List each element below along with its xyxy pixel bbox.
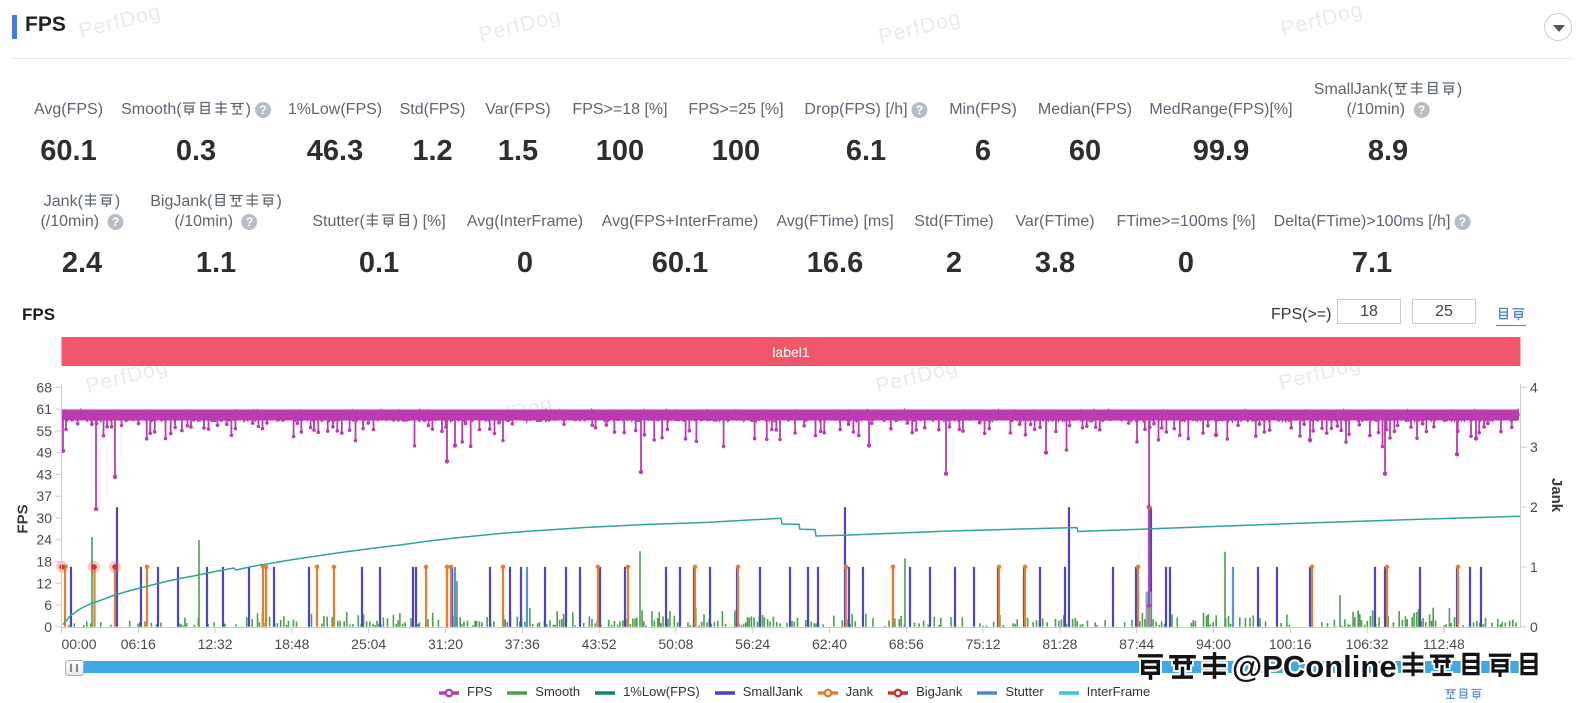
- svg-text:18: 18: [36, 554, 52, 570]
- svg-text:94:00: 94:00: [1196, 636, 1231, 652]
- svg-text:75:12: 75:12: [966, 636, 1001, 652]
- svg-text:4: 4: [1530, 379, 1538, 395]
- svg-text:6: 6: [44, 597, 52, 613]
- svg-text:37:36: 37:36: [505, 636, 540, 652]
- svg-text:06:16: 06:16: [121, 636, 156, 652]
- svg-text:30: 30: [36, 510, 52, 526]
- svg-text:label1: label1: [772, 344, 810, 360]
- svg-text:0: 0: [1530, 619, 1538, 635]
- svg-text:43: 43: [36, 467, 52, 483]
- svg-text:31:20: 31:20: [428, 636, 463, 652]
- svg-text:81:28: 81:28: [1042, 636, 1077, 652]
- svg-text:25:04: 25:04: [351, 636, 386, 652]
- svg-text:00:00: 00:00: [61, 636, 96, 652]
- svg-text:61: 61: [36, 401, 52, 417]
- svg-text:87:44: 87:44: [1119, 636, 1154, 652]
- svg-text:112:48: 112:48: [1423, 636, 1465, 652]
- svg-text:68: 68: [36, 379, 52, 395]
- svg-text:18:48: 18:48: [274, 636, 309, 652]
- svg-text:FPS: FPS: [15, 504, 32, 533]
- svg-text:@PConline: @PConline: [1232, 649, 1397, 684]
- svg-text:0: 0: [44, 619, 52, 635]
- svg-text:106:32: 106:32: [1346, 636, 1389, 652]
- svg-text:68:56: 68:56: [889, 636, 924, 652]
- svg-text:2: 2: [1530, 499, 1538, 515]
- svg-text:43:52: 43:52: [582, 636, 617, 652]
- svg-text:56:24: 56:24: [735, 636, 770, 652]
- svg-text:1: 1: [1530, 559, 1538, 575]
- svg-text:37: 37: [36, 488, 52, 504]
- svg-text:49: 49: [36, 445, 52, 461]
- svg-text:12: 12: [36, 575, 52, 591]
- svg-text:62:40: 62:40: [812, 636, 847, 652]
- svg-text:3: 3: [1530, 439, 1538, 455]
- svg-text:55: 55: [36, 423, 52, 439]
- svg-text:24: 24: [36, 532, 52, 548]
- svg-text:50:08: 50:08: [658, 636, 693, 652]
- svg-text:100:16: 100:16: [1269, 636, 1312, 652]
- svg-text:Jank: Jank: [1548, 478, 1565, 513]
- svg-text:12:32: 12:32: [198, 636, 233, 652]
